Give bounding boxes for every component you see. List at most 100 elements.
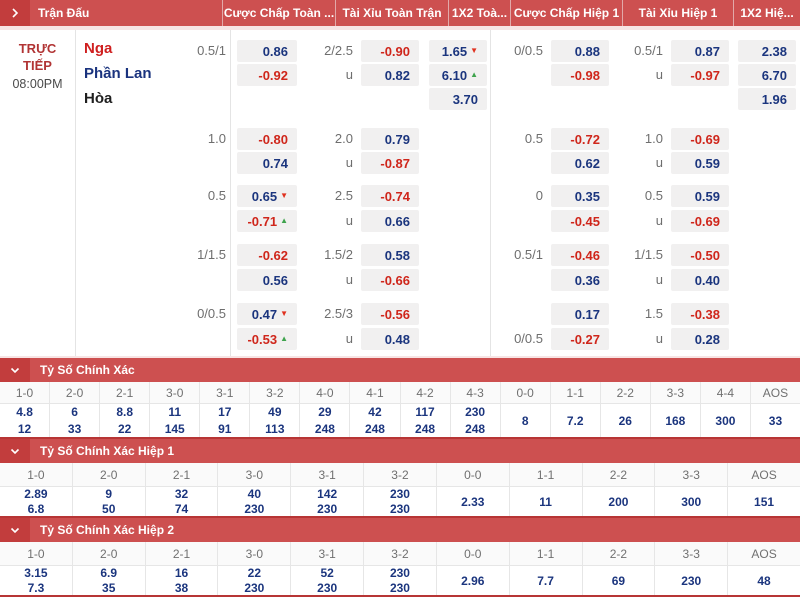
h1-handicap-away-odds[interactable]: -0.27 [551,328,609,350]
h1-1x2-odds[interactable]: 6.70 [738,64,796,86]
score-odds-cell[interactable]: 17 91 [200,404,249,437]
score-odds-cell[interactable]: 48 [728,566,800,595]
header-column-4[interactable]: 1X2 Toà... [448,0,510,26]
ft-under-odds[interactable]: 0.66 [361,210,419,232]
h1-under-odds[interactable]: 0.40 [671,269,729,291]
score-odds-cell[interactable]: 2.33 [437,487,509,516]
odds-value: -0.66 [380,272,410,288]
h1-under-odds[interactable]: -0.97 [671,64,729,86]
header-column-6[interactable]: Tài Xỉu Hiệp 1 [622,0,733,26]
header-column-3[interactable]: Tài Xỉu Toàn Trận [335,0,448,26]
h1-handicap-home-odds[interactable]: -0.46 [551,244,609,266]
score-odds-cell[interactable]: 300 [701,404,750,437]
ft-over-odds[interactable]: 0.58 [361,244,419,266]
section-header-bar[interactable]: Tỷ Số Chính Xác [0,358,800,382]
score-odds-cell[interactable]: 40 230 [218,487,290,516]
ft-over-odds[interactable]: 0.79 [361,128,419,150]
score-odds-cell[interactable]: 22 230 [218,566,290,595]
away-team-name: Phần Lan [84,65,152,82]
score-odds-cell[interactable]: 230 230 [364,566,436,595]
score-odds-cell[interactable]: 42 248 [350,404,399,437]
ft-handicap-home-odds[interactable]: 0.47 ▼ [237,303,297,325]
header-column-5[interactable]: Cược Chấp Hiệp 1 [510,0,622,26]
h1-1x2-odds[interactable]: 2.38 [738,40,796,62]
ft-handicap-home-odds[interactable]: 0.86 [237,40,297,62]
score-odds-cell[interactable]: 52 230 [291,566,363,595]
ft-handicap-away-odds[interactable]: 0.74 [237,152,297,174]
score-odds-cell[interactable]: 151 [728,487,800,516]
score-odds-cell[interactable]: 6.9 35 [73,566,145,595]
header-column-7[interactable]: 1X2 Hiệ... [733,0,800,26]
ft-handicap-home-odds[interactable]: 0.65 ▼ [237,185,297,207]
ft-1x2-odds[interactable]: 1.65 ▼ [429,40,487,62]
h1-handicap-home-odds[interactable]: 0.17 [551,303,609,325]
h1-handicap-home-odds[interactable]: -0.72 [551,128,609,150]
ft-under-odds[interactable]: -0.66 [361,269,419,291]
ft-under-odds[interactable]: -0.87 [361,152,419,174]
ft-handicap-away-odds[interactable]: -0.53 ▲ [237,328,297,350]
ft-handicap-home-odds[interactable]: -0.80 [237,128,297,150]
h1-handicap-away-odds[interactable]: -0.98 [551,64,609,86]
ft-handicap-home-odds[interactable]: -0.62 [237,244,297,266]
score-odds-cell[interactable]: 2.96 [437,566,509,595]
score-odds-cell[interactable]: 8 [501,404,550,437]
score-odds-cell[interactable]: 7.2 [551,404,600,437]
score-odds-cell[interactable]: 16 38 [146,566,218,595]
score-odds-cell[interactable]: 8.8 22 [100,404,149,437]
h1-under-odds[interactable]: -0.69 [671,210,729,232]
ft-handicap-away-odds[interactable]: -0.71 ▲ [237,210,297,232]
h1-under-odds[interactable]: 0.28 [671,328,729,350]
ft-1x2-odds[interactable]: 6.10 ▲ [429,64,487,86]
score-odds-cell[interactable]: 230 248 [451,404,500,437]
section-header-bar[interactable]: Tỷ Số Chính Xác Hiệp 2 [0,518,800,542]
h1-over-odds[interactable]: 0.87 [671,40,729,62]
score-odds-cell[interactable]: 4.8 12 [0,404,49,437]
h1-over-odds[interactable]: -0.50 [671,244,729,266]
score-odds-cell[interactable]: 300 [655,487,727,516]
score-odds-value: 113 [265,421,285,436]
h1-1x2-odds[interactable]: 1.96 [738,88,796,110]
ft-under-odds[interactable]: 0.48 [361,328,419,350]
header-column-2[interactable]: Cược Chấp Toàn ... [222,0,335,26]
ft-handicap-away-odds[interactable]: 0.56 [237,269,297,291]
h1-over-odds[interactable]: 0.59 [671,185,729,207]
score-odds-cell[interactable]: 6 33 [50,404,99,437]
score-odds-cell[interactable]: 230 230 [364,487,436,516]
score-odds-cell[interactable]: 230 [655,566,727,595]
score-odds-cell[interactable]: 49 113 [250,404,299,437]
score-odds-cell[interactable]: 32 74 [146,487,218,516]
score-odds-cell[interactable]: 11 [510,487,582,516]
h1-over-odds[interactable]: -0.38 [671,303,729,325]
h1-handicap-away-odds[interactable]: 0.36 [551,269,609,291]
score-odds-value: 33 [768,413,783,428]
score-odds-cell[interactable]: 168 [651,404,700,437]
score-odds-cell[interactable]: 117 248 [401,404,450,437]
ft-over-odds[interactable]: -0.56 [361,303,419,325]
ft-under-odds[interactable]: 0.82 [361,64,419,86]
h1-handicap-home-odds[interactable]: 0.35 [551,185,609,207]
h1-handicap-home-odds[interactable]: 0.88 [551,40,609,62]
score-odds-cell[interactable]: 3.15 7.3 [0,566,72,595]
ft-handicap-away-odds[interactable]: -0.92 [237,64,297,86]
score-odds-cell[interactable]: 29 248 [300,404,349,437]
score-odds-cell[interactable]: 33 [751,404,800,437]
score-odds-cell[interactable]: 142 230 [291,487,363,516]
score-odds-cell[interactable]: 69 [583,566,655,595]
section-header-bar[interactable]: Tỷ Số Chính Xác Hiệp 1 [0,439,800,463]
score-odds-cell[interactable]: 2.89 6.8 [0,487,72,516]
h1-over-odds[interactable]: -0.69 [671,128,729,150]
h1-under-odds[interactable]: 0.59 [671,152,729,174]
score-odds-cell[interactable]: 26 [601,404,650,437]
score-odds-cell[interactable]: 9 50 [73,487,145,516]
h1-handicap-away-odds[interactable]: -0.45 [551,210,609,232]
ft-over-odds[interactable]: -0.74 [361,185,419,207]
ft-1x2-odds[interactable]: 3.70 [429,88,487,110]
score-odds-cell[interactable]: 200 [583,487,655,516]
score-header: 4-3 [450,382,500,404]
expand-right-icon[interactable] [0,0,30,26]
header-column-1[interactable]: Trận Đấu [30,0,222,26]
ft-over-odds[interactable]: -0.90 [361,40,419,62]
h1-handicap-away-odds[interactable]: 0.62 [551,152,609,174]
score-odds-cell[interactable]: 7.7 [510,566,582,595]
score-odds-cell[interactable]: 11 145 [150,404,199,437]
